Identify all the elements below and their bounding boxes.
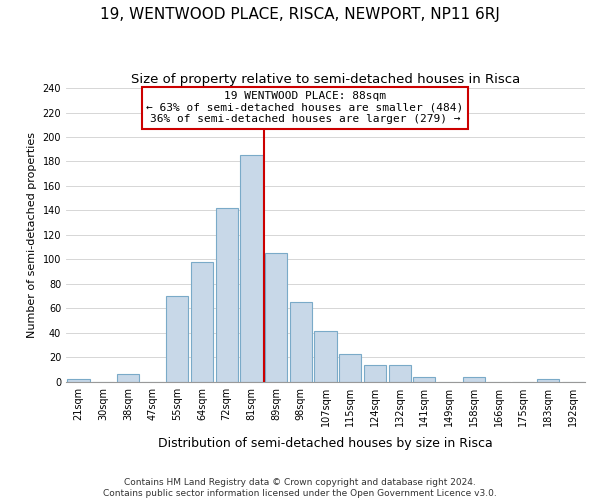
Title: Size of property relative to semi-detached houses in Risca: Size of property relative to semi-detach… bbox=[131, 72, 520, 86]
Y-axis label: Number of semi-detached properties: Number of semi-detached properties bbox=[27, 132, 37, 338]
Bar bbox=[339, 354, 361, 382]
Bar bbox=[191, 262, 213, 382]
Bar bbox=[290, 302, 312, 382]
Bar bbox=[389, 364, 411, 382]
Bar bbox=[166, 296, 188, 382]
Bar bbox=[240, 156, 263, 382]
Text: 19 WENTWOOD PLACE: 88sqm
← 63% of semi-detached houses are smaller (484)
36% of : 19 WENTWOOD PLACE: 88sqm ← 63% of semi-d… bbox=[146, 91, 463, 124]
Bar bbox=[537, 379, 559, 382]
Bar bbox=[364, 364, 386, 382]
Bar bbox=[265, 253, 287, 382]
X-axis label: Distribution of semi-detached houses by size in Risca: Distribution of semi-detached houses by … bbox=[158, 437, 493, 450]
Bar bbox=[117, 374, 139, 382]
Bar bbox=[215, 208, 238, 382]
Bar bbox=[67, 379, 89, 382]
Bar bbox=[463, 377, 485, 382]
Text: Contains HM Land Registry data © Crown copyright and database right 2024.
Contai: Contains HM Land Registry data © Crown c… bbox=[103, 478, 497, 498]
Bar bbox=[314, 332, 337, 382]
Bar bbox=[413, 377, 436, 382]
Text: 19, WENTWOOD PLACE, RISCA, NEWPORT, NP11 6RJ: 19, WENTWOOD PLACE, RISCA, NEWPORT, NP11… bbox=[100, 8, 500, 22]
